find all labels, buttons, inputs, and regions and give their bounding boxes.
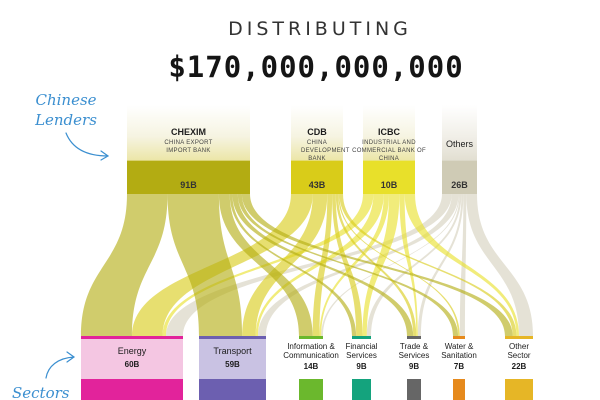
lender-amount: 26B — [451, 180, 468, 190]
flow-chexim-to-energy — [81, 194, 168, 336]
sector-name: Trade & Services — [398, 342, 430, 360]
lender-name: ICBC — [378, 127, 400, 137]
lender-bar-cdb — [291, 105, 343, 194]
flow-others-to-ict — [321, 194, 460, 336]
sector-amount: 59B — [225, 360, 240, 369]
sector-bar-trade — [407, 379, 421, 400]
sector-amount: 9B — [356, 362, 367, 371]
flow-others-to-trade — [417, 194, 464, 336]
lender-bar-chexim — [127, 105, 250, 194]
flow-chexim-to-financial — [229, 194, 357, 336]
flow-chexim-to-water — [237, 194, 459, 336]
lender-amount: 91B — [180, 180, 197, 190]
sector-bar-water — [453, 379, 465, 400]
flow-others-to-financial — [366, 194, 462, 336]
sector-bar-ict — [299, 379, 323, 400]
sector-name: Other Sector — [507, 342, 531, 360]
sector-cap-trade — [407, 336, 421, 339]
lender-bar-others — [442, 105, 477, 194]
sector-box-transport — [199, 339, 266, 379]
sector-box-energy — [81, 339, 183, 379]
lender-full-name: INDUSTRIAL AND COMMERCIAL BANK OF CHINA — [352, 140, 426, 162]
sector-name: Transport — [213, 346, 252, 356]
lender-others[interactable]: Others 26B — [433, 105, 486, 194]
sector-other[interactable]: Other Sector 22B — [486, 342, 552, 371]
sector-name: Financial Services — [345, 342, 378, 360]
sectors-annotation: Sectors — [12, 384, 70, 400]
lender-name: CDB — [307, 127, 327, 137]
page-title: DISTRIBUTING — [228, 18, 412, 40]
lender-full-name: CHINA EXPORT IMPORT BANK — [164, 140, 213, 154]
sector-cap-ict — [299, 336, 323, 339]
flow-icbc-to-ict — [319, 194, 389, 336]
flow-others-to-other — [466, 194, 533, 336]
flow-icbc-to-trade — [399, 194, 418, 336]
sector-box-ict — [299, 339, 323, 379]
sector-bar-financial — [352, 379, 371, 400]
lenders-annotation: Chinese Lenders — [35, 91, 97, 129]
sector-amount: 7B — [453, 362, 465, 371]
sector-bar-energy — [81, 379, 183, 400]
sector-water[interactable]: Water & Sanitation 7B — [426, 342, 492, 371]
sector-trade[interactable]: Trade & Services 9B — [381, 342, 447, 371]
sector-bar-other — [505, 379, 533, 400]
sector-box-water — [453, 339, 465, 379]
flow-others-to-transport — [258, 194, 459, 336]
sector-transport[interactable]: Transport 59B — [199, 346, 266, 370]
total-amount: $170,000,000,000 — [168, 50, 464, 84]
flow-chexim-to-other — [241, 194, 513, 336]
lender-amount: 43B — [308, 180, 326, 190]
flow-chexim-to-trade — [232, 194, 414, 336]
sector-amount: 14B — [303, 362, 319, 371]
sector-amount: 9B — [408, 362, 420, 371]
flow-cdb-to-other — [339, 194, 517, 336]
sector-box-trade — [407, 339, 421, 379]
sector-name: Water & Sanitation — [441, 342, 477, 360]
flow-chexim-to-transport — [167, 194, 243, 336]
sector-cap-transport — [199, 336, 266, 339]
sectors-arrow-icon — [45, 351, 76, 379]
sector-financial[interactable]: Financial Services 9B — [329, 342, 395, 371]
sector-cap-financial — [352, 336, 371, 339]
flow-cdb-to-transport — [242, 194, 328, 336]
sector-amount: 60B — [124, 360, 140, 369]
sector-bar-transport — [199, 379, 266, 400]
lender-cdb[interactable]: CDB CHINA DEVELOPMENT BANK 43B — [291, 105, 350, 194]
sector-name: Information & Communication — [283, 342, 339, 360]
flow-icbc-to-other — [404, 194, 519, 336]
sector-amount: 22B — [511, 362, 527, 371]
sector-box-other — [505, 339, 533, 379]
lender-bar-icbc — [363, 105, 415, 194]
sector-name: Energy — [117, 346, 147, 356]
flow-others-to-energy — [166, 194, 452, 336]
sector-ict[interactable]: Information & Communication 14B — [278, 342, 344, 371]
sector-box-financial — [352, 339, 371, 379]
sector-cap-water — [453, 336, 465, 339]
sector-cap-energy — [81, 336, 183, 339]
sector-cap-other — [505, 336, 533, 339]
lender-icbc[interactable]: ICBC INDUSTRIAL AND COMMERCIAL BANK OF CH… — [348, 105, 430, 194]
flow-cdb-to-water — [338, 194, 460, 336]
lender-chexim[interactable]: CHEXIM CHINA EXPORT IMPORT BANK 91B — [127, 105, 250, 194]
flow-chexim-to-ict — [218, 194, 313, 336]
lender-name: CHEXIM — [170, 127, 206, 137]
lender-full-name: CHINA DEVELOPMENT BANK — [301, 140, 350, 162]
sector-energy[interactable]: Energy 60B — [81, 346, 183, 370]
lenders-arrow-icon — [65, 132, 110, 161]
lender-name: Others — [445, 139, 473, 149]
lender-amount: 10B — [380, 180, 398, 190]
